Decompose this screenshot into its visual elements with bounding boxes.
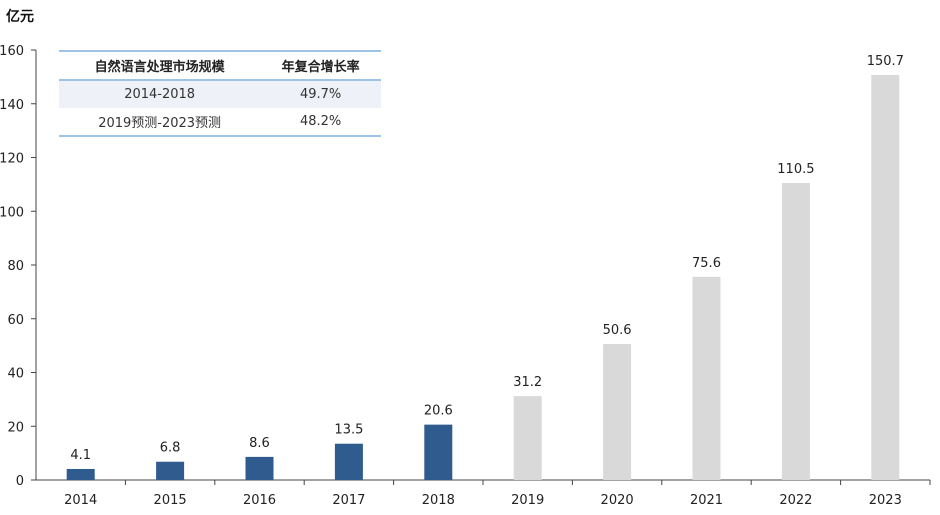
y-tick-label: 80 [7,259,24,274]
bar-2023 [871,74,900,481]
y-tick-label: 0 [16,474,24,489]
data-label: 8.6 [249,436,270,451]
bar-2019 [513,396,542,480]
x-tick-label: 2015 [154,493,187,508]
x-tick-label: 2020 [601,493,634,508]
x-tick-label: 2017 [332,493,365,508]
table-row: 2014-2018 49.7% [59,80,381,108]
bar-2015 [156,461,185,480]
data-label: 31.2 [513,375,542,390]
y-tick-label: 20 [7,420,24,435]
y-tick-label: 140 [0,98,24,113]
x-tick-label: 2019 [511,493,544,508]
bar-2017 [334,443,363,480]
bar-2020 [603,344,632,480]
bar-2022 [781,183,810,480]
x-tick-label: 2021 [690,493,723,508]
data-label: 110.5 [777,162,814,177]
bar-2016 [245,456,274,480]
y-tick-label: 160 [0,44,24,59]
table-row: 2019预测-2023预测 48.2% [59,108,381,137]
bar-2021 [692,276,721,480]
cagr-table: 自然语言处理市场规模 年复合增长率 2014-2018 49.7% 2019预测… [59,50,381,137]
data-label: 150.7 [867,54,904,69]
data-label: 13.5 [334,423,363,438]
table-cell: 48.2% [260,108,381,137]
table-header: 年复合增长率 [260,50,381,81]
table-cell: 49.7% [260,80,381,108]
y-tick-label: 40 [7,367,24,382]
table-header: 自然语言处理市场规模 [59,50,261,81]
x-tick-label: 2018 [422,493,455,508]
x-tick-label: 2014 [64,493,97,508]
y-tick-label: 120 [0,152,24,167]
table-cell: 2014-2018 [59,80,261,108]
x-tick-label: 2016 [243,493,276,508]
x-tick-label: 2022 [779,493,812,508]
bar-2018 [424,424,453,480]
data-label: 75.6 [692,256,721,271]
data-label: 50.6 [603,323,632,338]
x-tick-label: 2023 [869,493,902,508]
y-tick-label: 60 [7,313,24,328]
data-label: 4.1 [70,448,91,463]
y-axis-unit: 亿元 [6,9,34,25]
data-label: 20.6 [424,404,453,419]
y-tick-label: 100 [0,205,24,220]
data-label: 6.8 [160,441,181,456]
table-cell: 2019预测-2023预测 [59,108,261,137]
bar-2014 [66,468,95,480]
